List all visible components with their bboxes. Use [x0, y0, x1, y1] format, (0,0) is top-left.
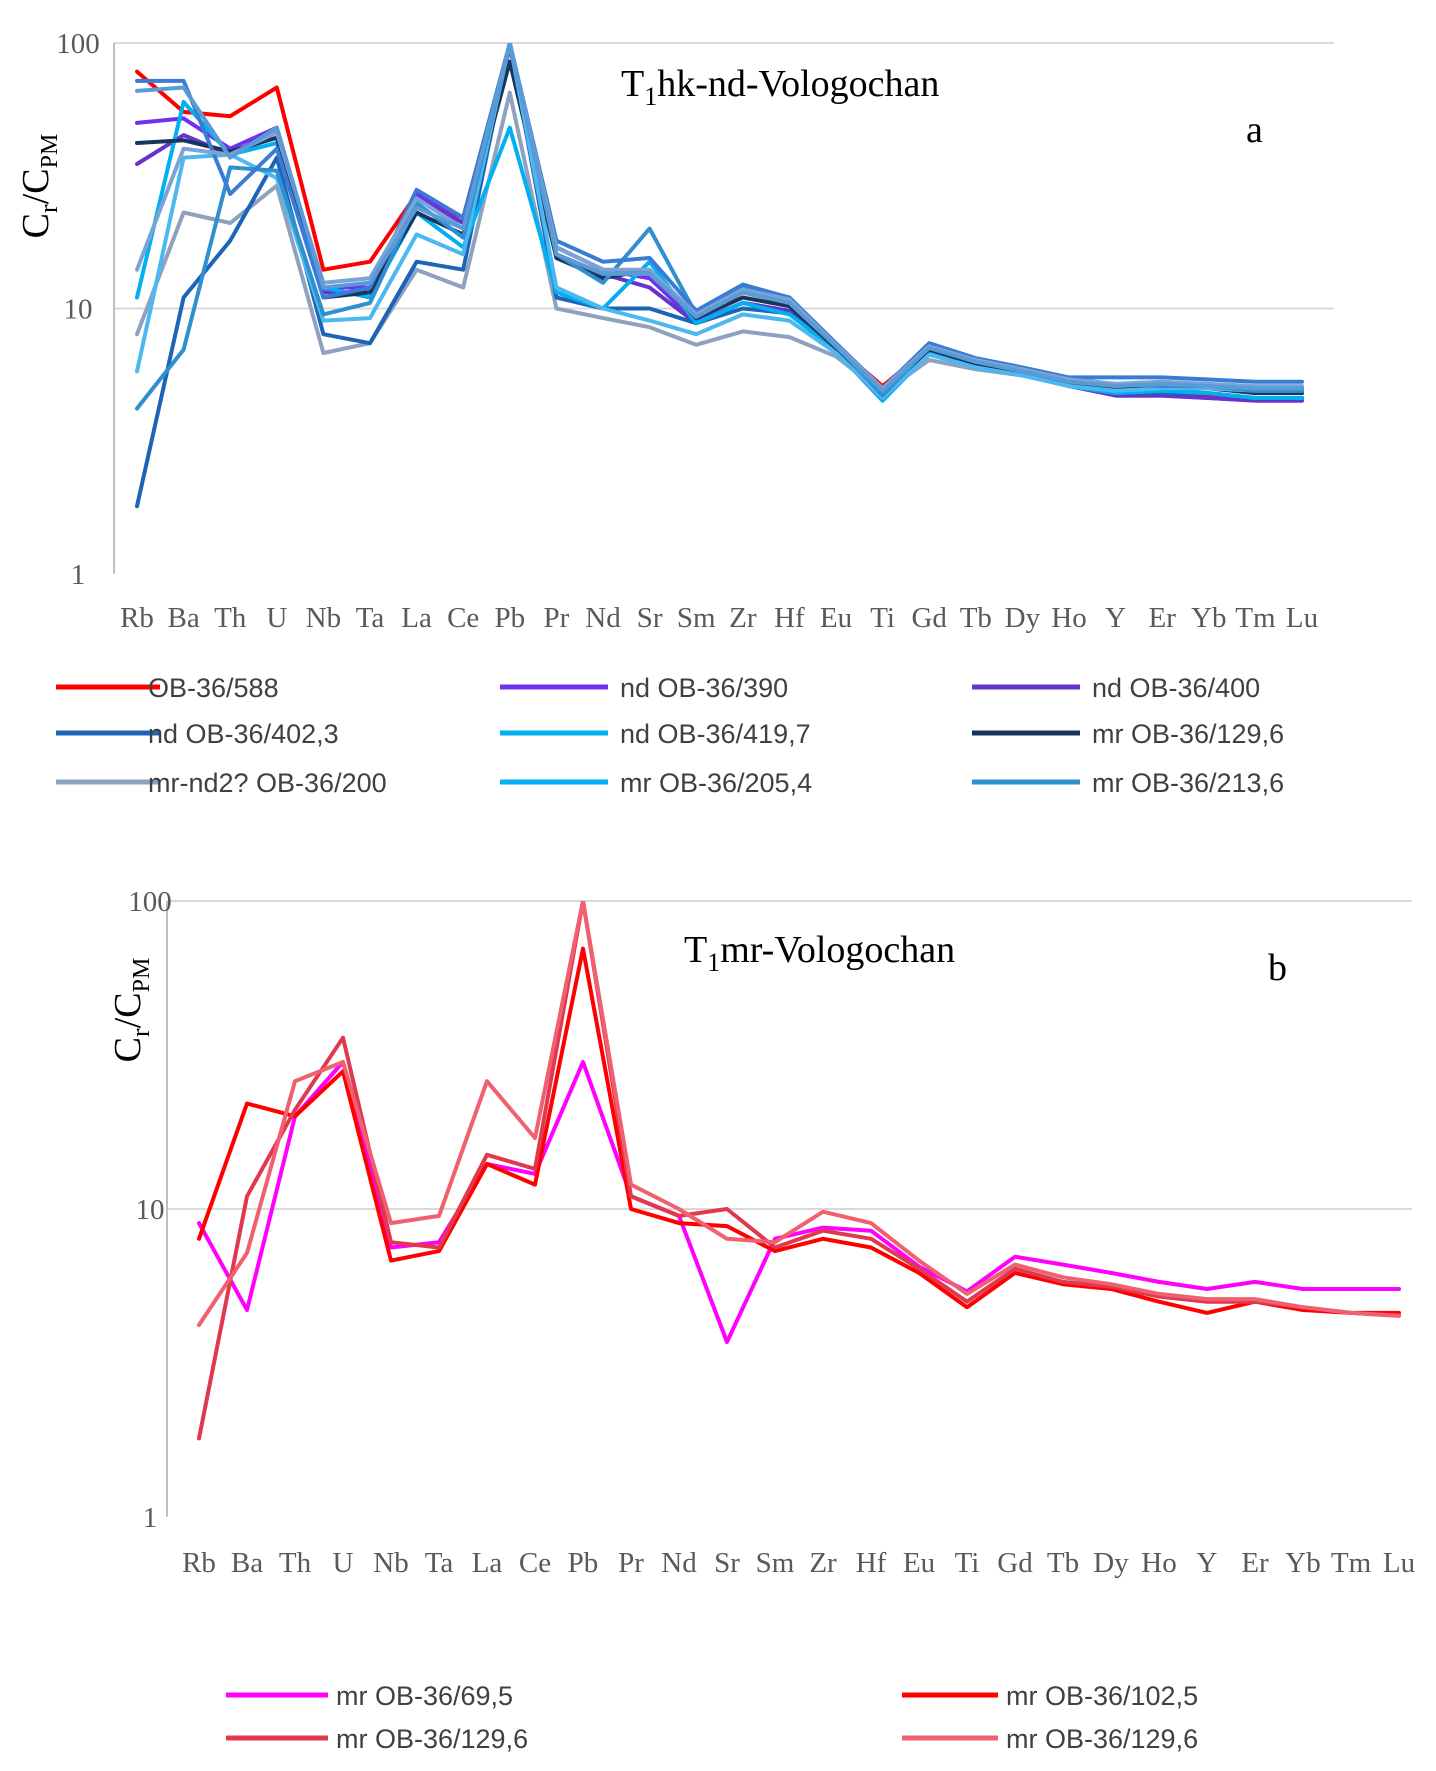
panel-a-x-tick-pb: Pb: [494, 602, 525, 634]
panel-b-x-tick-yb: Yb: [1285, 1547, 1320, 1579]
panel-a-x-tick-gd: Gd: [911, 602, 947, 634]
panel-a-x-tick-er: Er: [1149, 602, 1177, 634]
panel-a-letter: a: [1246, 109, 1263, 151]
panel-a-series-mr-ob-36-205-4: [135, 43, 1304, 400]
panel-b-x-tick-rb: Rb: [182, 1547, 216, 1579]
panel-b-x-tick-hf: Hf: [856, 1547, 887, 1579]
panel-b-legend-label-0: mr OB-36/69,5: [336, 1681, 513, 1711]
panel-a-x-tick-ta: Ta: [356, 602, 385, 634]
panel-a-x-tick-pr: Pr: [544, 602, 570, 634]
panel-a-x-tick-y: Y: [1105, 602, 1126, 634]
panel-a-x-tick-la: La: [401, 602, 432, 634]
panel-a-x-tick-th: Th: [214, 602, 247, 634]
panel-a-series-group: [135, 43, 1304, 509]
panel-a-x-tick-u: U: [266, 602, 287, 634]
panel-b-x-tick-ba: Ba: [231, 1547, 263, 1579]
chart-panel-b: 1 10 100 Rb Ba Th U Nb Ta La Ce Pb Pr Nd Sr Sm Zr Hf Eu Ti…: [107, 886, 1415, 1754]
panel-a-x-tick-nb: Nb: [306, 602, 341, 634]
panel-b-x-tick-la: La: [472, 1547, 503, 1579]
panel-a-x-tick-yb: Yb: [1191, 602, 1226, 634]
panel-a-legend-label-1: nd OB-36/390: [620, 673, 788, 703]
panel-b-x-tick-th: Th: [279, 1547, 312, 1579]
panel-a-x-tick-eu: Eu: [820, 602, 852, 634]
panel-b-series-mr-ob-36-129-6: [197, 901, 1401, 1441]
panel-b-y-tick-labels: 1 10 100: [128, 886, 172, 1534]
panel-a-x-tick-hf: Hf: [774, 602, 805, 634]
panel-a-y-tick-labels: 1 10 100: [56, 28, 100, 591]
panel-b-x-tick-gd: Gd: [997, 1547, 1033, 1579]
panel-a-axis-frame: [113, 43, 1334, 575]
panel-b-legend: mr OB-36/69,5 mr OB-36/102,5 mr OB-36/129,…: [226, 1681, 1198, 1754]
panel-b-title: T1mr-Vologochan: [684, 929, 955, 977]
panel-b-gridlines: [167, 900, 1412, 1210]
panel-b-x-tick-nd: Nd: [661, 1547, 697, 1579]
panel-a-y-axis-label: Cr/CPM: [15, 134, 63, 239]
panel-a-y-tick-100: 100: [56, 28, 100, 60]
panel-b-x-tick-ti: Ti: [955, 1547, 980, 1579]
panel-b-x-tick-labels: Rb Ba Th U Nb Ta La Ce Pb Pr Nd Sr Sm Zr Hf Eu Ti Gd Tb Dy H…: [182, 1547, 1415, 1579]
panel-b-x-tick-dy: Dy: [1093, 1547, 1129, 1579]
panel-a-legend-label-3: nd OB-36/402,3: [148, 719, 339, 749]
panel-b-x-tick-eu: Eu: [903, 1547, 935, 1579]
panel-a-legend-label-4: nd OB-36/419,7: [620, 719, 811, 749]
panel-a-x-tick-dy: Dy: [1005, 602, 1041, 634]
panel-b-y-tick-100: 100: [128, 886, 172, 918]
panel-b-x-tick-er: Er: [1241, 1547, 1269, 1579]
chart-panel-a: 1 10 100 Rb Ba Th U Nb Ta La Ce Pb Pr Nd Sr Sm Zr Hf Eu Ti…: [15, 28, 1334, 798]
panel-a-series-extra-2: [135, 43, 1304, 391]
panel-b-legend-label-2: mr OB-36/129,6: [336, 1724, 528, 1754]
panel-b-x-tick-zr: Zr: [809, 1547, 837, 1579]
panel-a-x-tick-sr: Sr: [637, 602, 663, 634]
panel-b-x-tick-sm: Sm: [756, 1547, 795, 1579]
panel-a-legend-label-7: mr OB-36/205,4: [620, 768, 812, 798]
panel-a-y-tick-1: 1: [71, 559, 86, 591]
panel-b-legend-label-1: mr OB-36/102,5: [1006, 1681, 1198, 1711]
panel-a-x-tick-rb: Rb: [120, 602, 154, 634]
panel-b-x-tick-ho: Ho: [1141, 1547, 1176, 1579]
panel-a-legend: OB-36/588 nd OB-36/390 nd OB-36/400 nd OB-3…: [56, 673, 1284, 798]
panel-a-x-tick-sm: Sm: [677, 602, 716, 634]
panel-b-x-tick-ta: Ta: [425, 1547, 454, 1579]
panel-a-x-tick-ba: Ba: [167, 602, 199, 634]
panel-a-x-tick-ho: Ho: [1051, 602, 1086, 634]
panel-b-x-tick-lu: Lu: [1383, 1547, 1415, 1579]
panel-b-y-tick-10: 10: [136, 1194, 165, 1226]
panel-a-legend-label-8: mr OB-36/213,6: [1092, 768, 1284, 798]
panel-b-series-mr-ob-36-129-6-2: [197, 901, 1401, 1327]
panel-b-x-tick-sr: Sr: [714, 1547, 740, 1579]
panel-a-legend-label-6: mr-nd2? OB-36/200: [148, 768, 387, 798]
panel-b-series-mr-ob-36-102-5: [197, 946, 1401, 1315]
panel-a-series-extra-3: [135, 43, 1304, 393]
panel-b-x-tick-y: Y: [1197, 1547, 1218, 1579]
panel-b-x-tick-tm: Tm: [1331, 1547, 1372, 1579]
panel-b-y-axis-label: Cr/CPM: [107, 958, 155, 1063]
panel-b-y-tick-1: 1: [143, 1502, 158, 1534]
panel-b-x-tick-pr: Pr: [618, 1547, 644, 1579]
panel-a-series-extra-1: [135, 43, 1304, 391]
panel-a-legend-label-2: nd OB-36/400: [1092, 673, 1260, 703]
panel-a-legend-label-5: mr OB-36/129,6: [1092, 719, 1284, 749]
panel-a-title: T1hk-nd-Vologochan: [621, 63, 939, 111]
panel-a-y-tick-10: 10: [64, 294, 93, 326]
panel-b-x-tick-pb: Pb: [568, 1547, 599, 1579]
panel-a-x-tick-lu: Lu: [1286, 602, 1318, 634]
panel-b-legend-label-3: mr OB-36/129,6: [1006, 1724, 1198, 1754]
panel-a-x-tick-zr: Zr: [729, 602, 757, 634]
panel-b-series-mr-ob-36-69-5: [197, 1060, 1401, 1344]
panel-a-x-tick-tb: Tb: [960, 602, 992, 634]
panel-a-legend-label-0: OB-36/588: [148, 673, 279, 703]
panel-b-x-tick-tb: Tb: [1047, 1547, 1079, 1579]
panel-b-axis-frame: [166, 901, 1412, 1518]
panel-b-letter: b: [1268, 947, 1287, 989]
panel-a-x-tick-nd: Nd: [585, 602, 621, 634]
panel-b-x-tick-u: U: [333, 1547, 354, 1579]
panel-b-x-tick-ce: Ce: [519, 1547, 551, 1579]
panel-a-x-tick-tm: Tm: [1235, 602, 1276, 634]
panel-a-x-tick-ce: Ce: [447, 602, 479, 634]
panel-b-x-tick-nb: Nb: [373, 1547, 408, 1579]
panel-a-x-tick-labels: Rb Ba Th U Nb Ta La Ce Pb Pr Nd Sr Sm Zr Hf Eu Ti Gd Tb Dy H…: [120, 602, 1318, 634]
panel-a-x-tick-ti: Ti: [870, 602, 895, 634]
panel-b-series-group: [197, 901, 1401, 1441]
